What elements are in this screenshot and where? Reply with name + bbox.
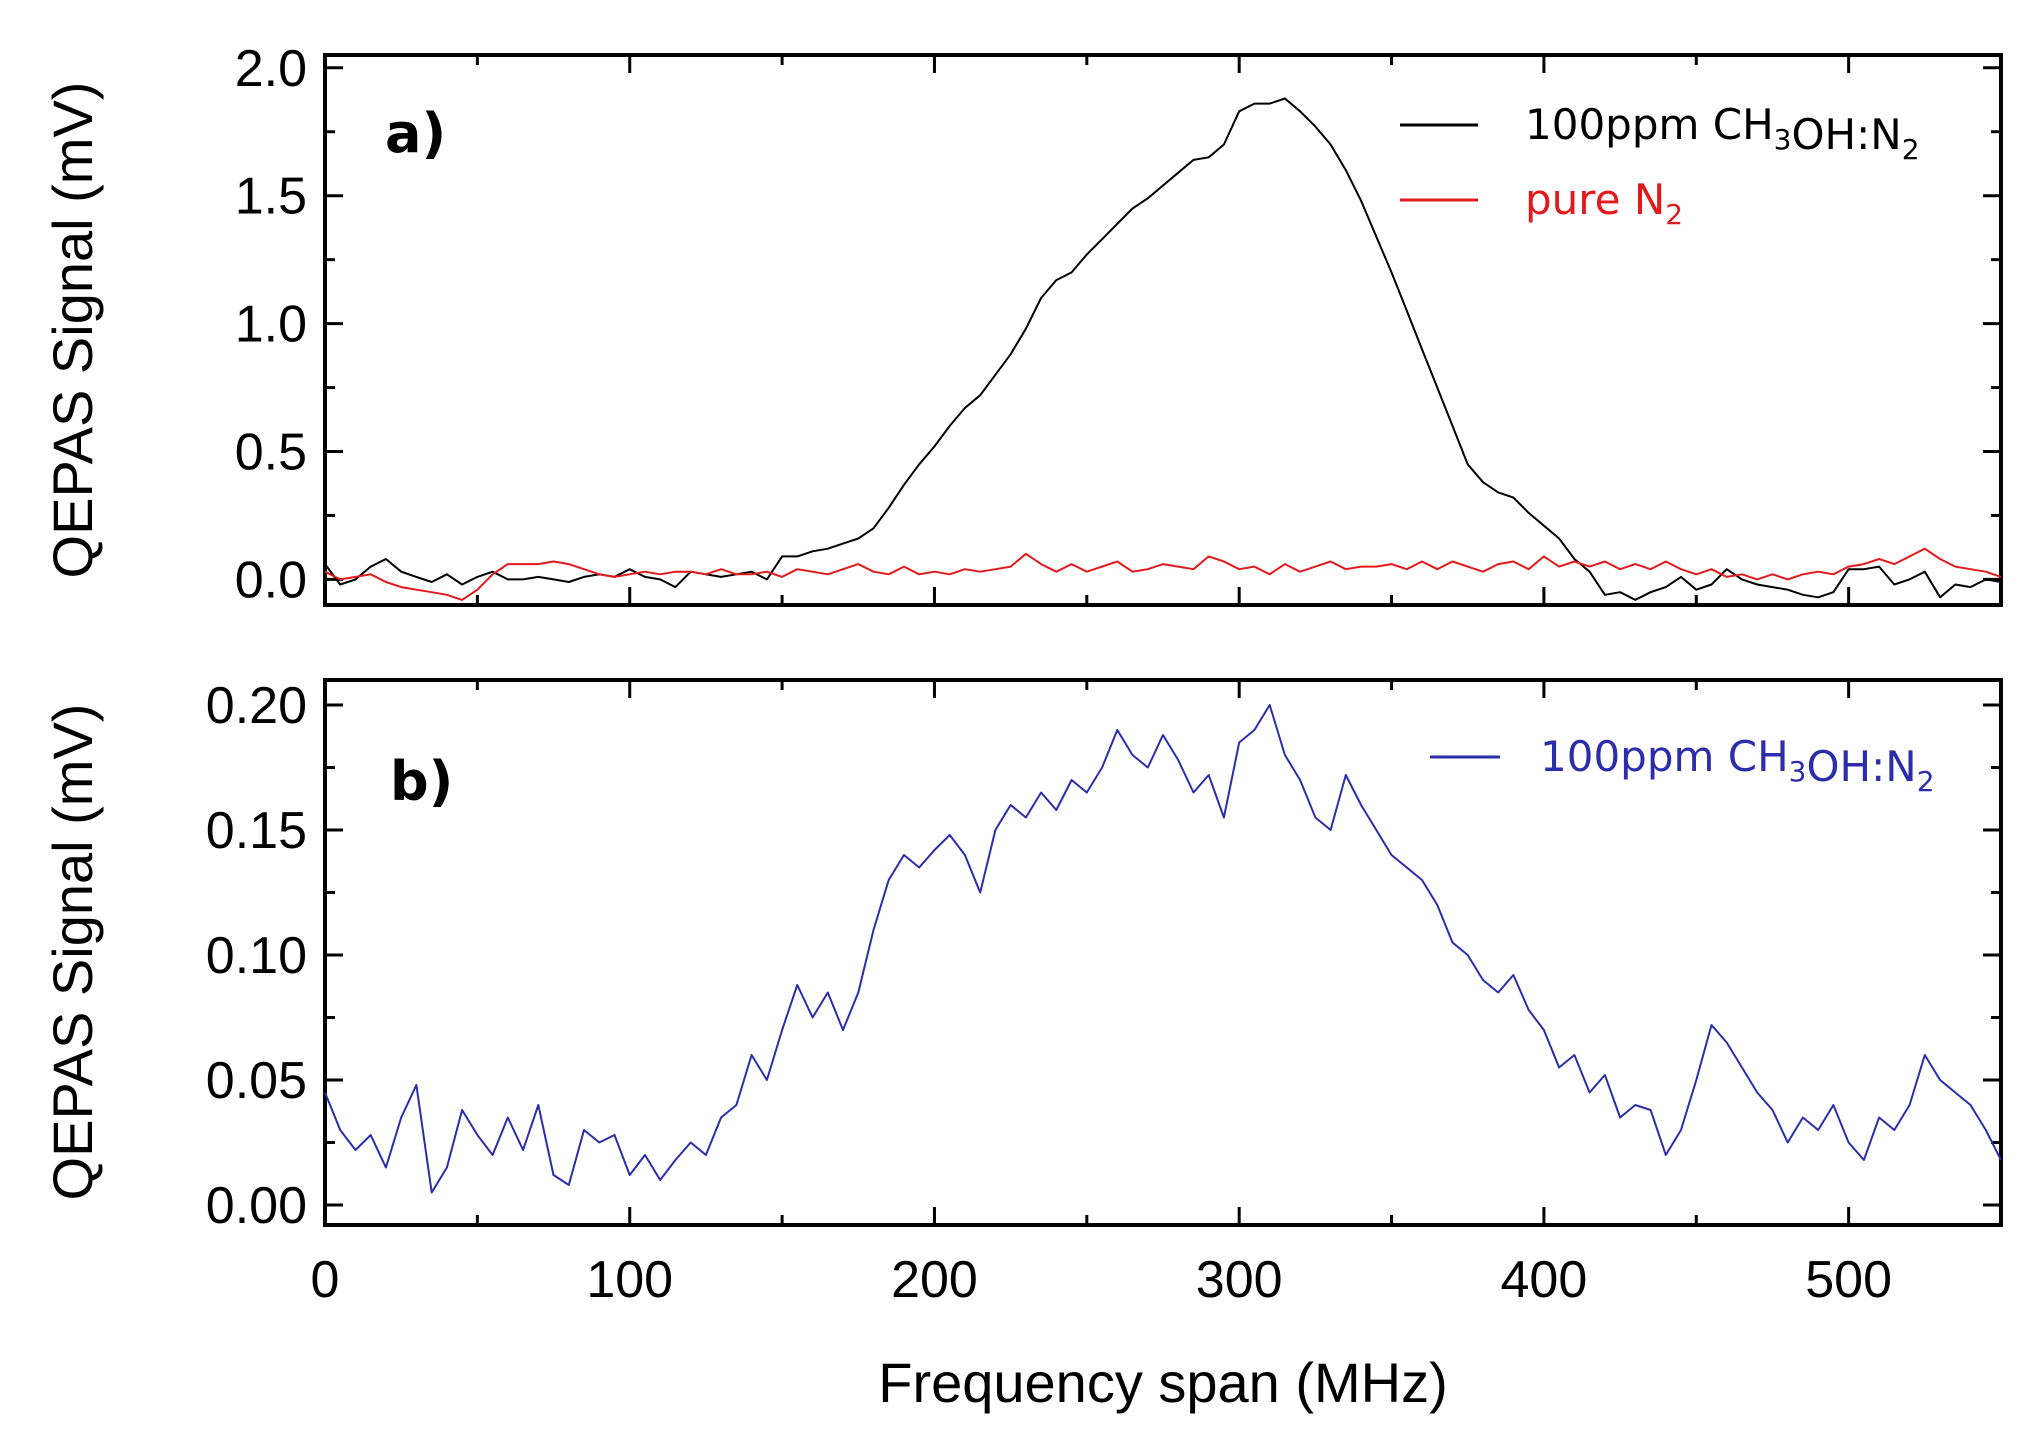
panel-b-series (324, 704, 2002, 1194)
panel-a-y-tick-label: 2.0 (235, 40, 307, 98)
panel-a-series-line-1 (324, 97, 2002, 601)
panel-a-y-axis-title: QEPAS Signal (mV) (41, 82, 104, 579)
x-tick-label: 400 (1501, 1251, 1588, 1309)
panel-b-series-line-1 (324, 704, 2002, 1194)
panel-b-y-tick-label: 0.05 (206, 1052, 307, 1110)
x-tick-label: 300 (1196, 1251, 1283, 1309)
panel-b-y-axis-title: QEPAS Signal (mV) (41, 704, 104, 1201)
panel-a: 0.0 0.5 1.0 1.5 2.0 QEPAS Signal (mV) a) 100… (41, 40, 2003, 610)
panel-a-ticks (323, 55, 2003, 605)
panel-a-series-line-2 (324, 547, 2002, 601)
panel-b-y-tick-labels: 0.00 0.05 0.10 0.15 0.20 (206, 677, 307, 1235)
x-tick-label: 0 (311, 1251, 340, 1309)
panel-b-plot-frame (323, 678, 2003, 1227)
panel-a-label: a) (385, 102, 446, 165)
x-tick-label: 100 (586, 1251, 673, 1309)
panel-a-y-tick-label: 0.0 (235, 551, 307, 609)
panel-a-series (324, 97, 2002, 601)
panel-a-legend-label-2: pure N2 (1525, 175, 1683, 231)
panel-a-y-tick-label: 0.5 (235, 424, 307, 482)
panel-b-x-tick-labels: 0 100 200 300 400 500 (311, 1251, 1892, 1309)
panel-b-legend-label-1: 100ppm CH3OH:N2 (1540, 732, 1935, 798)
x-tick-label: 500 (1805, 1251, 1892, 1309)
x-tick-label: 200 (891, 1251, 978, 1309)
panel-a-y-tick-labels: 0.0 0.5 1.0 1.5 2.0 (235, 40, 307, 610)
panel-b-y-tick-label: 0.00 (206, 1177, 307, 1235)
panel-a-plot-frame (323, 53, 2003, 607)
panel-a-y-tick-label: 1.5 (235, 168, 307, 226)
x-axis-title: Frequency span (MHz) (878, 1351, 1448, 1414)
panel-a-y-tick-label: 1.0 (235, 296, 307, 354)
panel-b-y-tick-label: 0.20 (206, 677, 307, 735)
panel-a-legend: 100ppm CH3OH:N2 pure N2 (1400, 100, 1920, 231)
panel-b-legend: 100ppm CH3OH:N2 (1430, 732, 1935, 798)
panel-b-y-tick-label: 0.15 (206, 802, 307, 860)
panel-b-y-tick-label: 0.10 (206, 927, 307, 985)
panel-a-legend-label-1: 100ppm CH3OH:N2 (1525, 100, 1920, 166)
panel-b-label: b) (390, 750, 453, 813)
panel-b: 0.00 0.05 0.10 0.15 0.20 0 100 200 300 400 500 QE… (41, 677, 2003, 1414)
